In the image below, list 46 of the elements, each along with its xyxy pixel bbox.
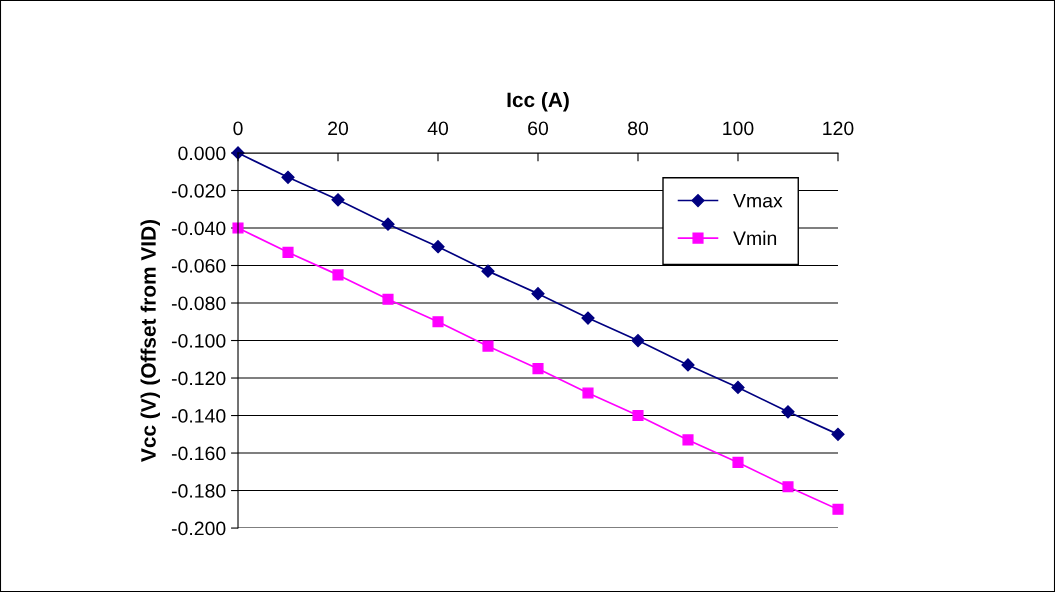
x-tick-label: 40 <box>427 121 449 136</box>
point <box>331 193 345 207</box>
point <box>782 481 794 493</box>
y-tick-label: -0.120 <box>171 371 226 386</box>
point <box>831 427 845 441</box>
x-tick-label: 100 <box>723 121 754 136</box>
y-tick-label: -0.100 <box>171 333 226 348</box>
point <box>832 503 844 515</box>
point <box>432 316 444 328</box>
x-tick-label: 80 <box>628 121 649 136</box>
point <box>581 311 595 325</box>
x-tick-label: 60 <box>528 121 549 136</box>
y-tick-label: -0.060 <box>171 258 226 273</box>
y-axis-title: Vcc (V) (Offset from VID) <box>140 220 160 462</box>
x-tick-label: 0 <box>233 121 243 136</box>
point <box>732 456 744 468</box>
point <box>481 264 495 278</box>
x-tick-label: 120 <box>823 121 854 136</box>
x-tick-label: 20 <box>328 121 349 136</box>
point <box>332 269 344 281</box>
point <box>781 405 795 419</box>
point <box>282 246 294 258</box>
legend-label: Vmax <box>733 193 783 208</box>
y-tick-label: -0.080 <box>171 296 226 311</box>
point <box>431 240 445 254</box>
point <box>382 293 394 305</box>
point <box>681 358 695 372</box>
point <box>381 217 395 231</box>
point <box>482 340 494 352</box>
y-tick-label: -0.040 <box>171 221 226 236</box>
y-tick-label: -0.020 <box>171 183 226 198</box>
y-tick-label: -0.140 <box>171 409 226 423</box>
point <box>632 409 644 422</box>
point <box>281 170 295 184</box>
y-tick-label: 0.000 <box>178 146 226 161</box>
point <box>532 363 544 375</box>
point <box>682 434 694 446</box>
point <box>631 333 645 348</box>
point <box>531 287 545 301</box>
point <box>731 380 745 394</box>
point <box>582 387 594 399</box>
y-tick-label: -0.160 <box>171 446 226 461</box>
y-tick-label: -0.200 <box>171 521 226 536</box>
y-tick-label: -0.180 <box>171 484 226 498</box>
legend-label: Vmin <box>733 230 777 245</box>
x-axis-title: Icc (A) <box>507 91 569 112</box>
